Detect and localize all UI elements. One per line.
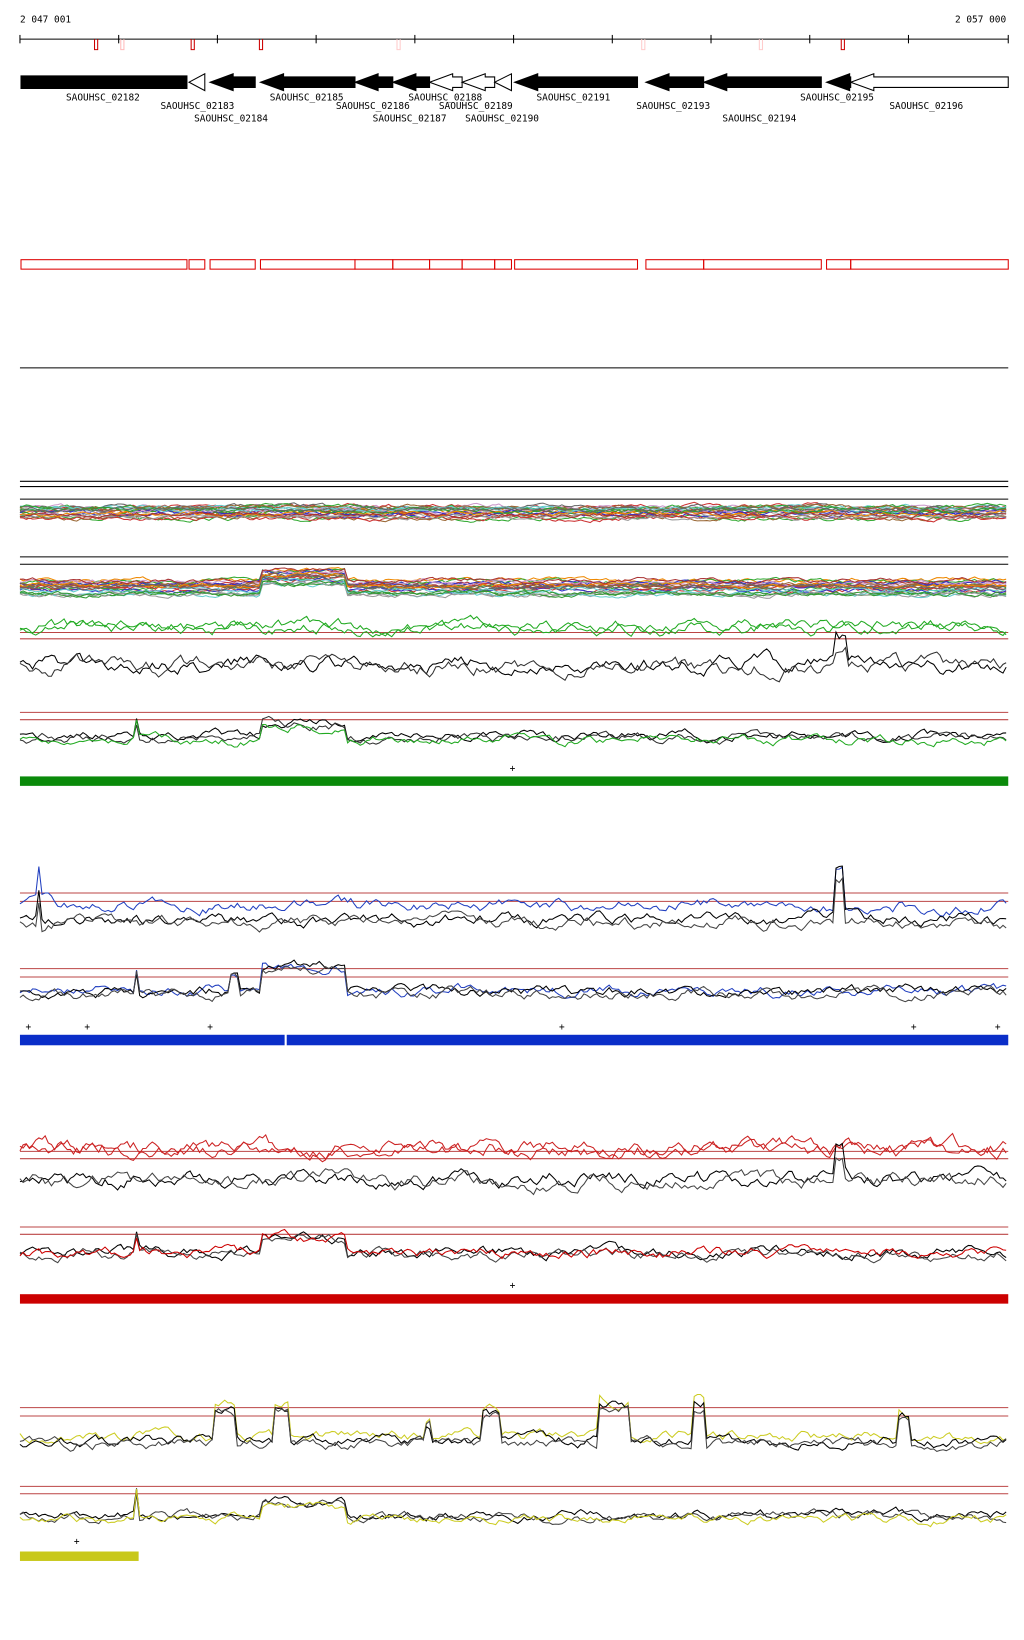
gene (428, 73, 463, 92)
signal-line (19, 614, 1007, 638)
signal-line (19, 965, 1007, 1003)
signal-line (19, 1231, 1007, 1262)
signal-line (19, 615, 1007, 637)
gene-box (259, 259, 356, 270)
signal-line (19, 1142, 1007, 1191)
track-bar (286, 1034, 1009, 1046)
gene (825, 73, 852, 92)
signal-line (19, 1233, 1007, 1264)
gene (702, 73, 822, 92)
multi-signal (19, 567, 1007, 585)
gene-label: SAOUHSC_02183 (161, 101, 235, 112)
plus-marker: + (74, 1537, 80, 1548)
signal-line (19, 718, 1007, 744)
plus-marker: + (84, 1022, 90, 1033)
gene-label: SAOUHSC_02191 (537, 92, 611, 103)
gene-box (514, 259, 639, 270)
signal-line (19, 876, 1007, 933)
plus-marker: + (26, 1022, 32, 1033)
signal-line (19, 1400, 1007, 1451)
gene-box (461, 259, 496, 270)
gene (493, 72, 512, 92)
end-coordinate: 2 057 000 (955, 15, 1006, 26)
gene-box (494, 259, 512, 270)
plus-marker: + (510, 1280, 516, 1291)
gene-label: SAOUHSC_02189 (439, 101, 513, 112)
ruler-marker (641, 39, 646, 51)
track-bar (19, 1551, 139, 1561)
signal-line (19, 1489, 1007, 1528)
gene (849, 73, 1009, 92)
gene (460, 73, 496, 92)
start-coordinate: 2 047 001 (20, 15, 71, 26)
gene-box (20, 259, 188, 270)
gene-label: SAOUHSC_02196 (889, 101, 963, 112)
gene (513, 73, 639, 92)
gene-box (703, 259, 822, 270)
gene (391, 73, 431, 92)
multi-signal (19, 571, 1007, 591)
signal-line (19, 1132, 1007, 1161)
signal-line (19, 866, 1007, 917)
gene (187, 72, 206, 92)
multi-signal (19, 579, 1007, 598)
gene-label: SAOUHSC_02188 (408, 92, 482, 103)
multi-signal (19, 503, 1007, 512)
ruler-marker (758, 39, 764, 51)
gene (353, 73, 394, 92)
gene-box (429, 259, 463, 270)
gene-box (850, 259, 1009, 270)
plus-marker: + (911, 1022, 917, 1033)
gene-label: SAOUHSC_02185 (270, 92, 344, 103)
multi-signal (19, 573, 1007, 592)
gene (208, 73, 256, 92)
gene (258, 73, 356, 92)
gene-label: SAOUHSC_02182 (66, 92, 140, 103)
gene-label: SAOUHSC_02186 (336, 101, 410, 112)
signal-line (19, 865, 1007, 929)
multi-signal (19, 511, 1007, 520)
ruler-marker (93, 39, 99, 51)
ruler-marker (190, 39, 195, 51)
signal-line (19, 1137, 1007, 1163)
plus-marker: + (559, 1022, 565, 1033)
signal-line (19, 1228, 1007, 1260)
multi-signal (19, 512, 1007, 522)
gene (644, 73, 705, 92)
track-bar (19, 776, 1009, 786)
plus-marker: + (995, 1022, 1001, 1033)
signal-line (19, 1404, 1007, 1453)
multi-signal (19, 513, 1007, 523)
gene-label: SAOUHSC_02190 (465, 113, 539, 124)
gene-label: SAOUHSC_02187 (373, 113, 447, 124)
signal-line (19, 1156, 1007, 1196)
track-bar (19, 1294, 1009, 1304)
signal-line (19, 646, 1007, 683)
signal-line (19, 630, 1007, 677)
gene-box (188, 259, 206, 270)
gene-box (354, 259, 394, 270)
ruler-marker (396, 39, 401, 51)
signal-line (19, 959, 1007, 1000)
signal-line (19, 715, 1007, 745)
signal-line (19, 719, 1007, 748)
gene-box (826, 259, 852, 270)
gene-box (392, 259, 431, 270)
plus-marker: + (510, 764, 516, 775)
gene-label: SAOUHSC_02184 (194, 113, 268, 124)
gene-label: SAOUHSC_02195 (800, 92, 874, 103)
gene (20, 75, 188, 90)
ruler-marker (258, 39, 264, 51)
ruler-marker (840, 39, 845, 51)
gene-box (645, 259, 705, 270)
signal-line (19, 1488, 1007, 1525)
gene-box (209, 259, 256, 270)
gene-label: SAOUHSC_02193 (636, 101, 710, 112)
track-bar (19, 1034, 285, 1046)
ruler-marker (120, 39, 125, 51)
gene-label: SAOUHSC_02194 (722, 113, 796, 124)
plus-marker: + (207, 1022, 213, 1033)
multi-signal (19, 505, 1007, 515)
